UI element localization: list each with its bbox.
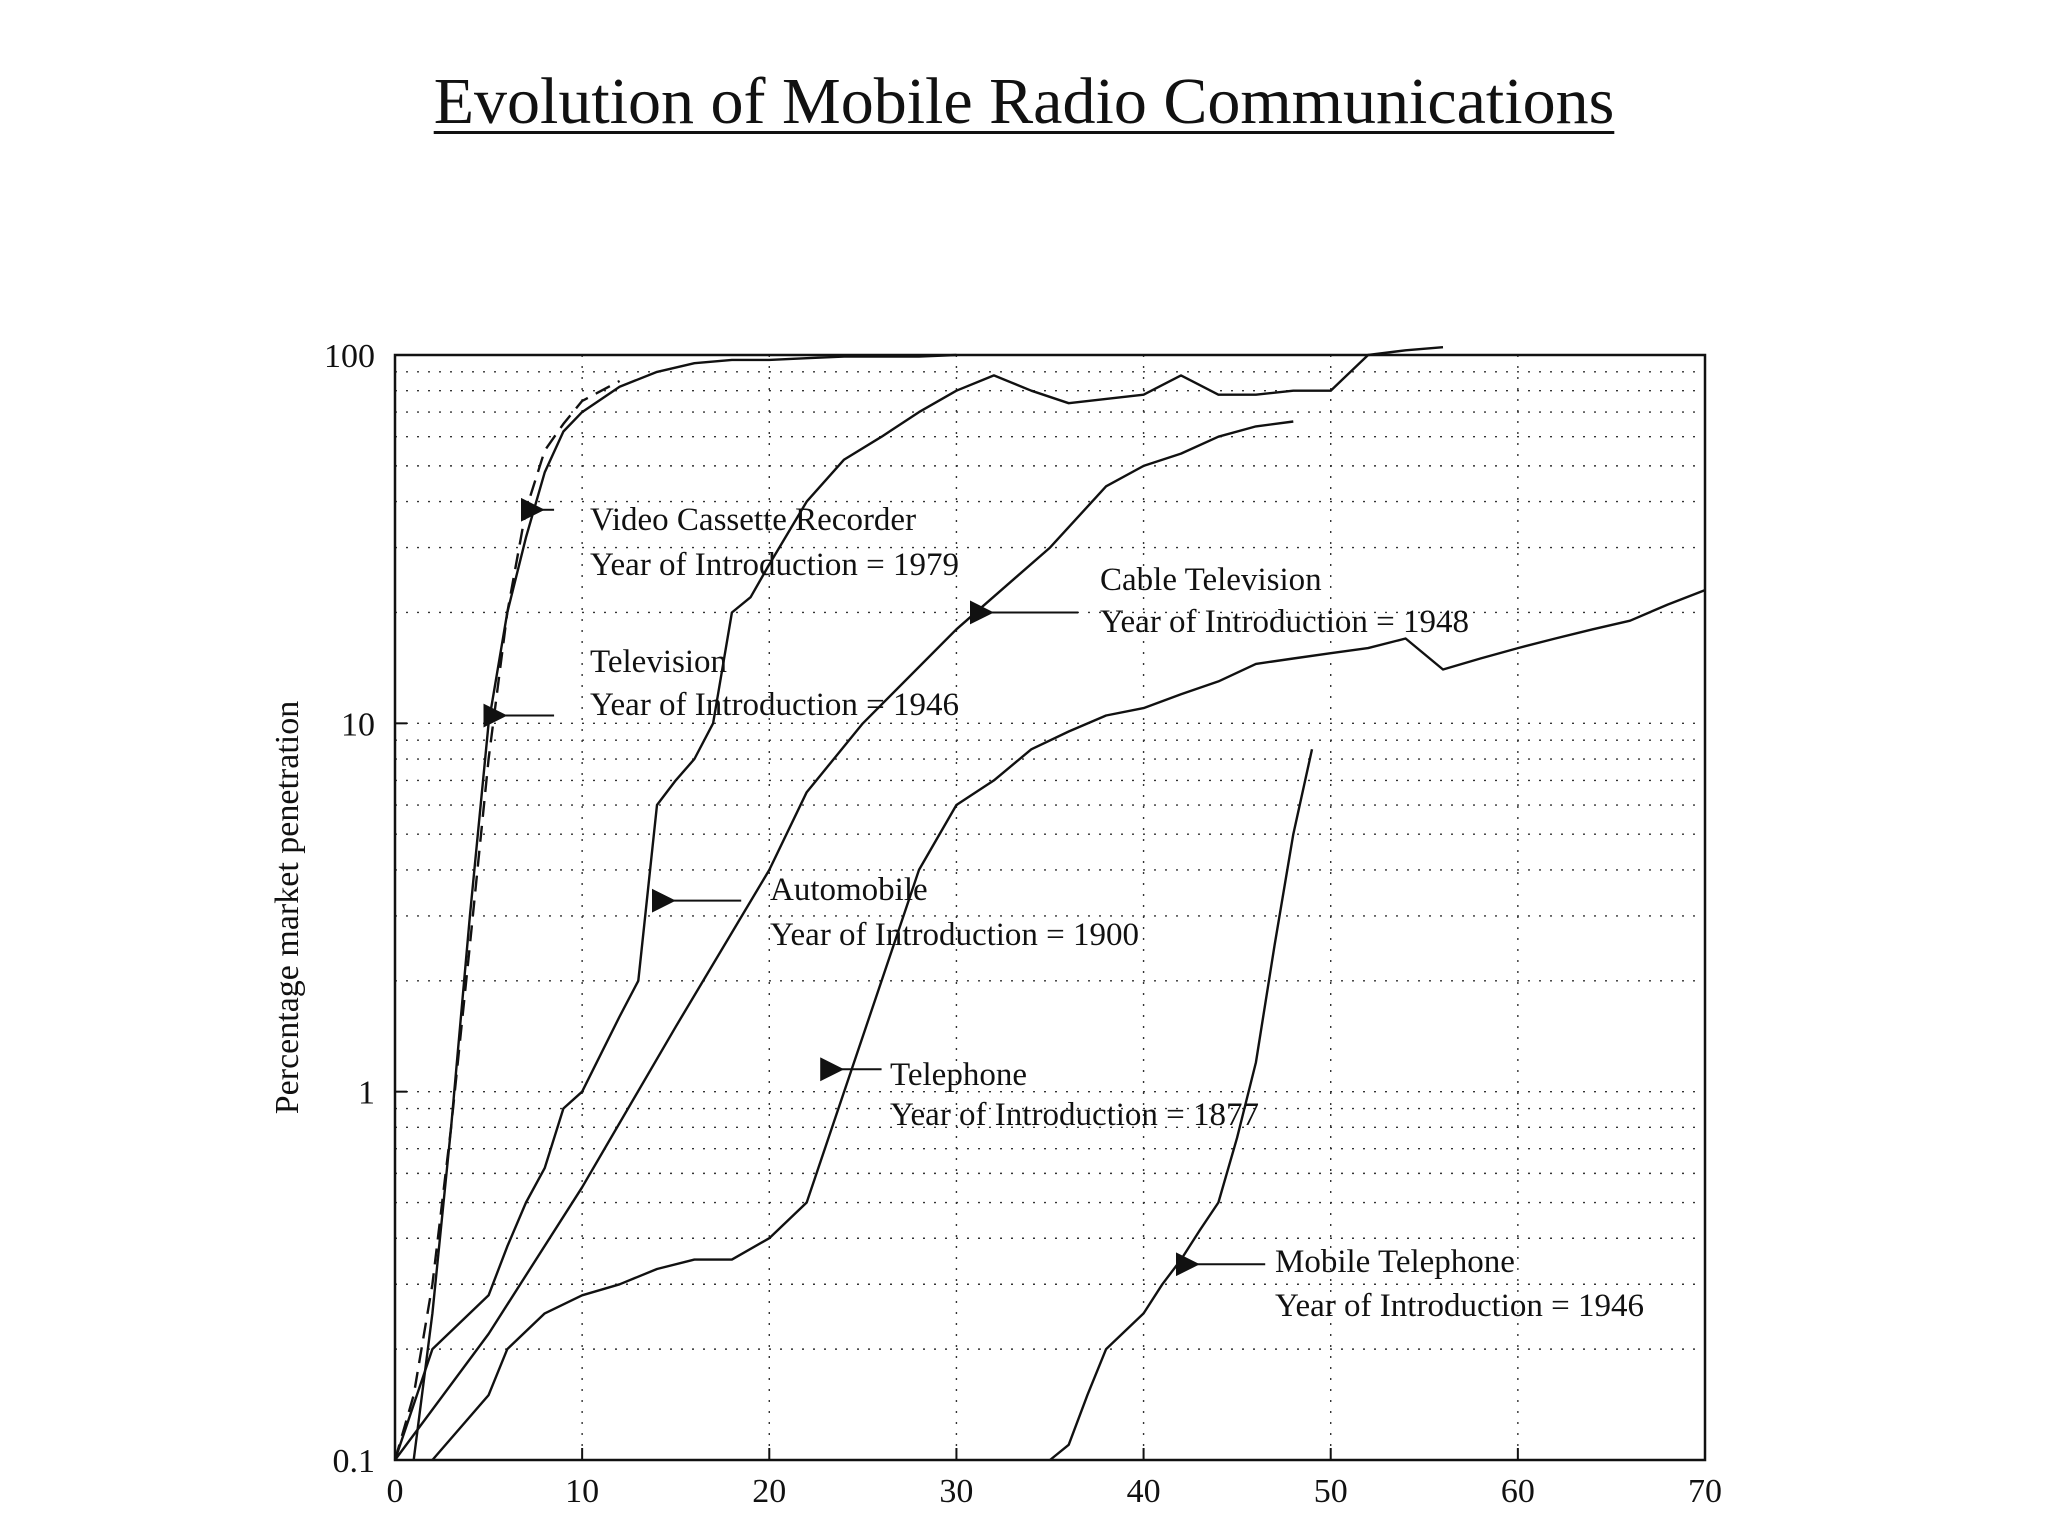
x-tick-label: 60: [1501, 1473, 1535, 1510]
series-line-mobile-telephone: [1049, 749, 1314, 1461]
series-layer: [393, 346, 1706, 1461]
x-tick-label: 0: [387, 1473, 404, 1510]
series-line-telephone: [431, 588, 1706, 1461]
y-tick-label: 10: [341, 706, 375, 743]
plot-frame: [393, 353, 1707, 1462]
x-tick-label: 10: [565, 1473, 599, 1510]
annotation-label-television: Television: [590, 644, 727, 680]
annotation-label-video-cassette-recorder: Video Cassette Recorder: [590, 502, 916, 538]
x-tick-label: 30: [939, 1473, 973, 1510]
x-tick-label: 20: [752, 1473, 786, 1510]
annotation-label-cable-television: Cable Television: [1100, 562, 1322, 598]
x-tick-label: 70: [1688, 1473, 1722, 1510]
annotation-year-television: Year of Introduction = 1946: [590, 687, 959, 723]
annotation-year-cable-television: Year of Introduction = 1948: [1100, 604, 1469, 640]
page-title: Evolution of Mobile Radio Communications: [433, 65, 1615, 138]
annotation-year-video-cassette-recorder: Year of Introduction = 1979: [590, 547, 959, 583]
annotation-year-mobile-telephone: Year of Introduction = 1946: [1275, 1288, 1644, 1324]
tick-layer: 0 10 20 30 40 50 60 70 0.1 1 10 100: [324, 338, 1722, 1510]
series-line-cable-television: [394, 420, 1294, 1461]
series-line-television: [412, 353, 957, 1461]
y-tick-label: 1: [358, 1075, 375, 1112]
x-tick-label: 50: [1314, 1473, 1348, 1510]
annotation-label-telephone: Telephone: [890, 1057, 1027, 1093]
y-tick-label: 100: [324, 338, 375, 375]
series-line-video-cassette-recorder: [393, 379, 621, 1461]
series-line-automobile: [393, 346, 1444, 1461]
annotation-label-automobile: Automobile: [770, 872, 928, 908]
annotation-year-telephone: Year of Introduction = 1877: [890, 1097, 1259, 1133]
y-axis-title: Percentage market penetration: [269, 701, 306, 1114]
x-tick-label: 40: [1127, 1473, 1161, 1510]
y-tick-label: 0.1: [333, 1443, 376, 1480]
annotation-label-mobile-telephone: Mobile Telephone: [1275, 1244, 1515, 1280]
annotation-layer: Video Cassette Recorder Year of Introduct…: [483, 497, 1644, 1324]
annotation-year-automobile: Year of Introduction = 1900: [770, 917, 1139, 953]
